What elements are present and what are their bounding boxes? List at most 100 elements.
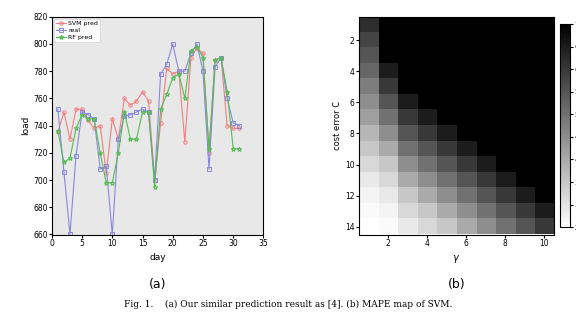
RF pred — [66, 156, 73, 160]
real — [127, 113, 134, 117]
SVM pred — [218, 56, 225, 60]
real — [157, 72, 164, 76]
SVM pred — [66, 137, 73, 141]
SVM pred — [90, 126, 97, 130]
SVM pred — [211, 58, 218, 62]
real — [194, 42, 200, 46]
real — [218, 56, 225, 60]
real — [78, 110, 85, 114]
RF pred — [133, 137, 140, 141]
SVM pred — [199, 52, 206, 56]
real — [187, 52, 194, 56]
X-axis label: day: day — [149, 253, 166, 262]
RF pred — [109, 181, 116, 185]
SVM pred — [187, 56, 194, 60]
real — [169, 42, 176, 46]
real — [175, 69, 182, 73]
RF pred — [151, 185, 158, 189]
RF pred — [115, 151, 122, 155]
RF pred — [103, 181, 109, 185]
SVM pred — [139, 89, 146, 93]
RF pred — [236, 147, 242, 151]
RF pred — [90, 117, 97, 121]
RF pred — [157, 107, 164, 111]
Text: (a): (a) — [149, 278, 166, 291]
RF pred — [97, 151, 104, 155]
RF pred — [223, 89, 230, 93]
SVM pred — [145, 99, 152, 103]
real — [60, 170, 67, 174]
SVM pred — [121, 96, 128, 100]
real — [236, 124, 242, 128]
real — [211, 65, 218, 69]
real — [206, 167, 213, 171]
SVM pred — [60, 110, 67, 114]
SVM pred — [181, 140, 188, 144]
SVM pred — [194, 46, 200, 50]
RF pred — [194, 45, 200, 49]
SVM pred — [97, 124, 104, 128]
RF pred — [181, 96, 188, 100]
real — [223, 96, 230, 100]
Line: real: real — [56, 42, 241, 236]
RF pred — [127, 137, 134, 141]
Line: RF pred: RF pred — [55, 44, 242, 189]
RF pred — [163, 92, 170, 96]
SVM pred — [54, 130, 61, 134]
RF pred — [145, 110, 152, 114]
SVM pred — [133, 99, 140, 103]
SVM pred — [85, 118, 92, 122]
real — [151, 178, 158, 182]
real — [90, 117, 97, 121]
SVM pred — [127, 103, 134, 107]
RF pred — [206, 147, 213, 151]
real — [85, 113, 92, 117]
real — [139, 107, 146, 111]
RF pred — [85, 117, 92, 121]
SVM pred — [175, 69, 182, 73]
Y-axis label: load: load — [21, 116, 31, 135]
X-axis label: $\gamma$: $\gamma$ — [452, 253, 460, 265]
RF pred — [73, 126, 79, 130]
RF pred — [121, 110, 128, 114]
RF pred — [54, 129, 61, 133]
SVM pred — [230, 126, 237, 130]
Legend: SVM pred, real, RF pred: SVM pred, real, RF pred — [54, 19, 100, 42]
real — [199, 69, 206, 73]
SVM pred — [236, 126, 242, 130]
SVM pred — [103, 171, 109, 175]
real — [97, 167, 104, 171]
real — [133, 110, 140, 114]
real — [109, 232, 116, 237]
RF pred — [60, 160, 67, 164]
SVM pred — [157, 121, 164, 125]
RF pred — [218, 56, 225, 60]
SVM pred — [78, 107, 85, 111]
SVM pred — [223, 124, 230, 128]
real — [66, 232, 73, 237]
real — [230, 121, 237, 125]
Text: Fig. 1.    (a) Our similar prediction result as [4]. (b) MAPE map of SVM.: Fig. 1. (a) Our similar prediction resul… — [124, 300, 452, 310]
Y-axis label: cost error C: cost error C — [333, 101, 342, 150]
RF pred — [169, 76, 176, 80]
real — [181, 69, 188, 73]
RF pred — [230, 147, 237, 151]
SVM pred — [169, 72, 176, 76]
RF pred — [199, 56, 206, 60]
RF pred — [187, 49, 194, 53]
SVM pred — [115, 137, 122, 141]
SVM pred — [73, 107, 79, 111]
RF pred — [211, 58, 218, 62]
SVM pred — [206, 151, 213, 155]
real — [163, 62, 170, 66]
SVM pred — [163, 66, 170, 70]
RF pred — [78, 113, 85, 117]
real — [54, 107, 61, 111]
SVM pred — [151, 178, 158, 182]
real — [115, 137, 122, 141]
real — [103, 164, 109, 169]
real — [145, 110, 152, 114]
real — [121, 114, 128, 118]
Text: (b): (b) — [448, 278, 465, 291]
real — [73, 153, 79, 157]
